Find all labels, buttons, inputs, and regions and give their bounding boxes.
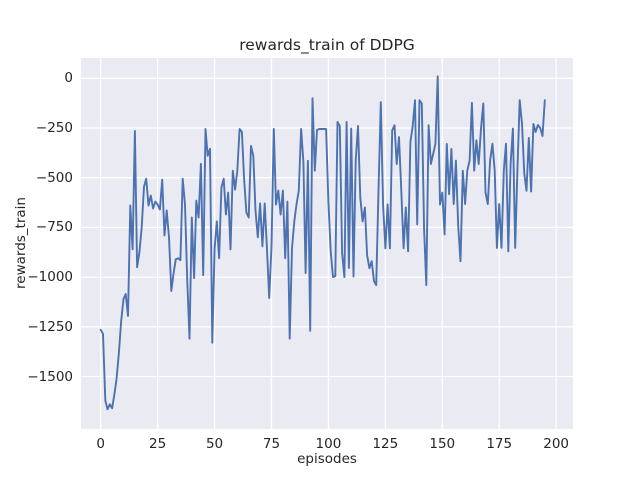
y-tick-label: −1500 xyxy=(27,368,73,385)
y-tick-label: −1250 xyxy=(27,318,73,335)
x-axis-label: episodes xyxy=(297,451,357,467)
chart-title: rewards_train of DDPG xyxy=(239,36,415,54)
x-tick-label: 100 xyxy=(315,436,342,452)
y-tick-label: −250 xyxy=(35,120,73,136)
plot-area xyxy=(81,58,573,429)
x-tick-label: 50 xyxy=(205,436,224,452)
y-tick-label: −500 xyxy=(35,169,73,186)
rewards-train-line xyxy=(99,75,546,411)
y-tick-label: 0 xyxy=(64,70,73,87)
x-tick-label: 125 xyxy=(372,436,399,452)
x-tick-label: 150 xyxy=(429,436,456,452)
x-tick-label: 200 xyxy=(543,436,570,452)
y-tick-label: −1000 xyxy=(27,269,73,286)
y-tick-label: −750 xyxy=(35,219,73,236)
x-tick-label: 75 xyxy=(262,436,281,452)
x-tick-label: 0 xyxy=(96,436,105,452)
x-tick-label: 25 xyxy=(149,436,167,452)
x-tick-label: 175 xyxy=(486,436,513,452)
